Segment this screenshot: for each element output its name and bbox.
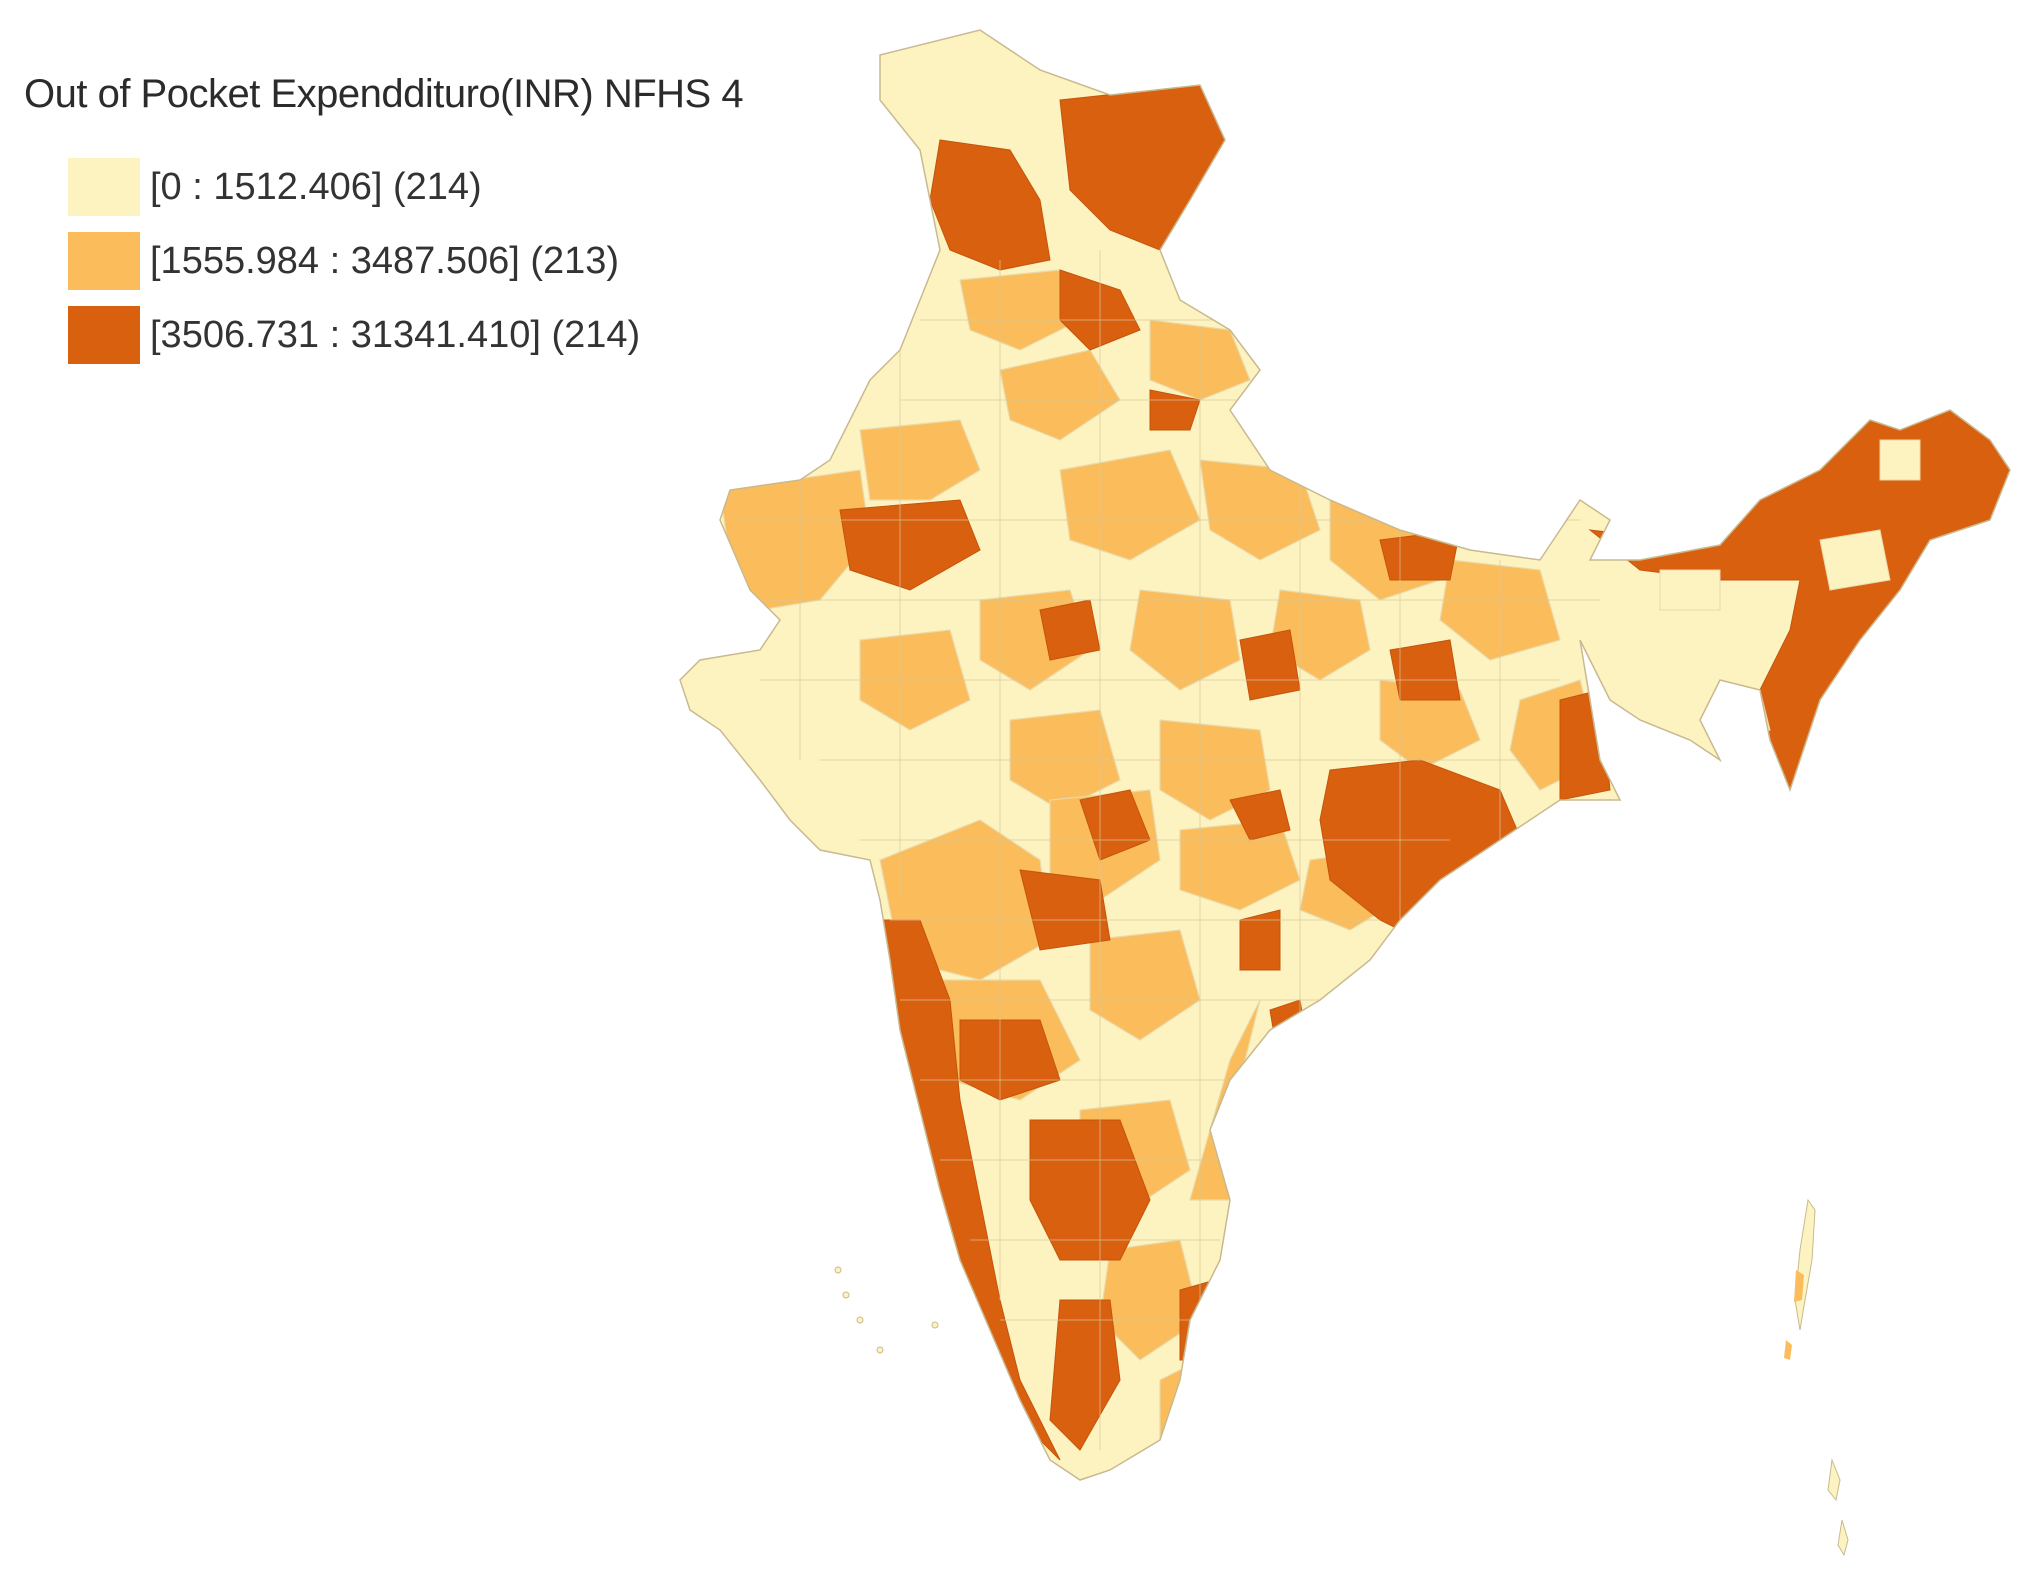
legend-label-medium: [1555.984 : 3487.506] (213): [150, 239, 620, 282]
legend-item-low: [0 : 1512.406] (214): [24, 157, 884, 217]
legend-title: Out of Pocket Expenddituro(INR) NFHS 4: [24, 72, 744, 116]
legend-label-low: [0 : 1512.406] (214): [150, 165, 482, 208]
india-outline: [679, 29, 2011, 1481]
lakshadweep-islands: [834, 1266, 939, 1354]
legend-swatch-high: [68, 306, 140, 364]
legend-swatch-low: [68, 158, 140, 216]
andaman-islands: [1784, 1198, 1849, 1557]
legend-swatch-medium: [68, 232, 140, 290]
legend-item-medium: [1555.984 : 3487.506] (213): [24, 231, 884, 291]
legend-item-high: [3506.731 : 31341.410] (214): [24, 305, 884, 365]
map-legend: Out of Pocket Expenddituro(INR) NFHS 4 […: [24, 72, 884, 379]
legend-label-high: [3506.731 : 31341.410] (214): [150, 313, 641, 356]
